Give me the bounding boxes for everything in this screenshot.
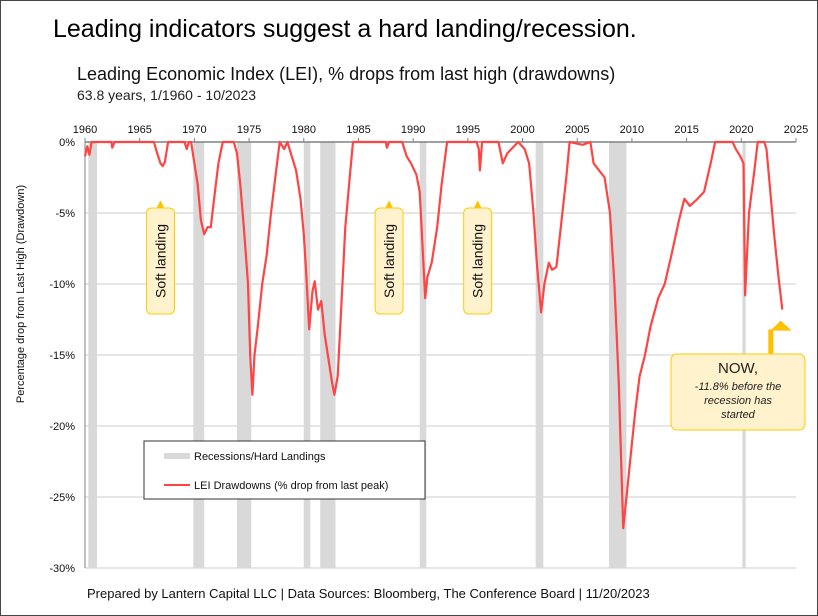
recession-bar: [193, 142, 205, 568]
x-tick-label: 2025: [784, 124, 808, 136]
recession-bar: [419, 142, 427, 568]
x-tick-label: 2010: [620, 124, 644, 136]
soft-landing-label: Soft landing: [152, 224, 168, 298]
soft-landing-label: Soft landing: [381, 224, 397, 298]
x-tick-label: 2000: [510, 124, 534, 136]
arrow-shaft: [768, 329, 774, 358]
y-tick-label: -5%: [55, 208, 75, 220]
y-tick-label: 0%: [59, 137, 75, 149]
now-annotation-detail: -11.8% before the: [695, 381, 782, 393]
legend-box: [143, 440, 426, 500]
soft-landing-label: Soft landing: [470, 224, 486, 298]
x-tick-label: 2015: [674, 124, 698, 136]
x-tick-label: 2005: [565, 124, 589, 136]
recession-bar: [303, 142, 311, 568]
x-tick-label: 1995: [456, 124, 480, 136]
page-title: Leading indicators suggest a hard landin…: [53, 15, 637, 43]
recession-bar: [535, 142, 544, 568]
arrow-icon: [770, 320, 792, 331]
y-tick-label: -30%: [49, 563, 75, 575]
recession-bar: [88, 142, 98, 568]
soft-landing-box: [374, 207, 404, 315]
x-tick-label: 1970: [182, 124, 206, 136]
lei-drawdown-line: [83, 140, 784, 530]
chart-title: Leading Economic Index (LEI), % drops fr…: [77, 64, 616, 84]
soft-landing-box: [463, 207, 493, 315]
chart-subtitle: 63.8 years, 1/1960 - 10/2023: [77, 87, 257, 103]
x-tick-label: 1960: [73, 124, 97, 136]
x-tick-label: 1965: [127, 124, 151, 136]
y-tick-label: -20%: [49, 421, 75, 433]
legend-label: Recessions/Hard Landings: [194, 451, 326, 463]
x-tick-label: 1975: [237, 124, 261, 136]
x-tick-label: 1985: [346, 124, 370, 136]
y-tick-label: -15%: [49, 350, 75, 362]
footer-source: Prepared by Lantern Capital LLC | Data S…: [87, 586, 650, 601]
soft-landing-box: [145, 207, 175, 315]
legend-swatch-recession: [164, 453, 190, 459]
x-tick-label: 1990: [401, 124, 425, 136]
now-annotation-box: [670, 353, 806, 431]
now-annotation-detail: recession has: [704, 395, 772, 407]
x-tick-label: 2020: [729, 124, 753, 136]
x-tick-label: 1980: [292, 124, 316, 136]
now-annotation-title: NOW,: [718, 360, 758, 377]
now-annotation-detail: started: [721, 409, 756, 421]
y-tick-label: -10%: [49, 279, 75, 291]
y-tick-label: -25%: [49, 492, 75, 504]
legend-label: LEI Drawdowns (% drop from last peak): [194, 480, 388, 492]
